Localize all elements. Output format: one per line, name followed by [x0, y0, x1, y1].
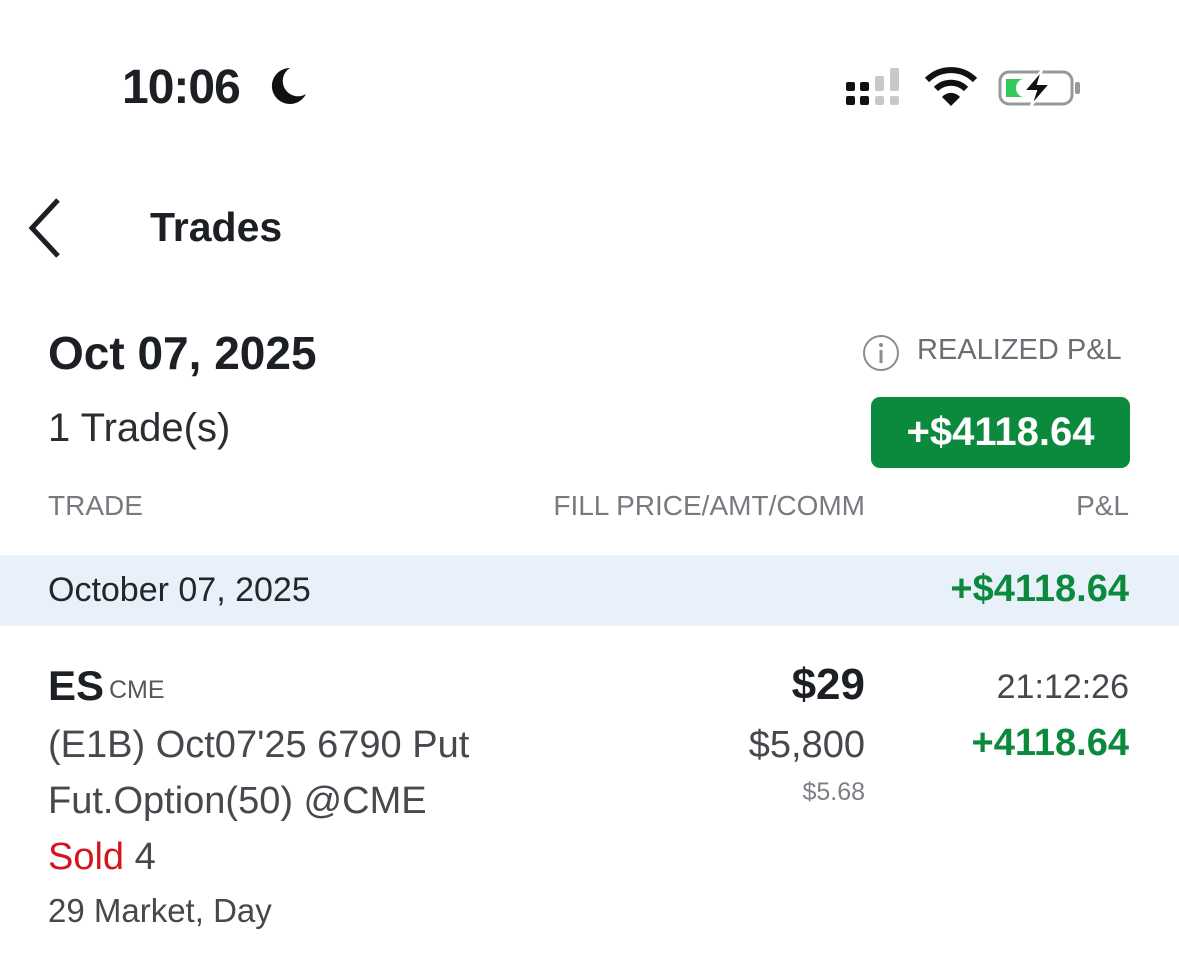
group-header	[0, 555, 1179, 626]
trade-symbol: ES	[48, 662, 105, 709]
status-time: 10:06	[122, 61, 241, 114]
trade-time: 21:12:26	[996, 668, 1129, 706]
realized-pnl-badge: +$4118.64	[871, 397, 1130, 468]
trade-order-type: 29 Market, Day	[48, 892, 272, 929]
trade-amount: $5,800	[748, 724, 865, 766]
column-header-pnl: P&L	[1076, 490, 1129, 521]
realized-pnl-label: REALIZED P&L	[917, 334, 1122, 366]
fill-price: $29	[791, 660, 865, 709]
trade-exchange: CME	[109, 676, 165, 704]
info-icon[interactable]	[862, 334, 900, 372]
trade-count: 1 Trade(s)	[48, 406, 231, 450]
trade-action: Sold 4	[48, 836, 156, 879]
wifi-icon	[924, 67, 978, 106]
summary-date: Oct 07, 2025	[48, 327, 317, 379]
trade-description-2: Fut.Option(50) @CME	[48, 780, 427, 822]
page-title: Trades	[150, 204, 283, 250]
signal-icon	[846, 68, 899, 105]
back-chevron-icon[interactable]	[24, 196, 64, 260]
trade-description-1: (E1B) Oct07'25 6790 Put	[48, 724, 470, 766]
trade-commission: $5.68	[802, 778, 865, 806]
column-header-fill: FILL PRICE/AMT/COMM	[553, 490, 865, 521]
trade-pnl: +4118.64	[971, 722, 1129, 764]
column-header-trade: TRADE	[48, 490, 143, 521]
trade-side: Sold	[48, 836, 125, 878]
battery-charging-icon	[998, 69, 1080, 107]
moon-icon	[271, 67, 306, 104]
group-pnl: +$4118.64	[950, 568, 1129, 610]
group-date: October 07, 2025	[48, 571, 311, 609]
trade-quantity: 4	[134, 836, 156, 878]
